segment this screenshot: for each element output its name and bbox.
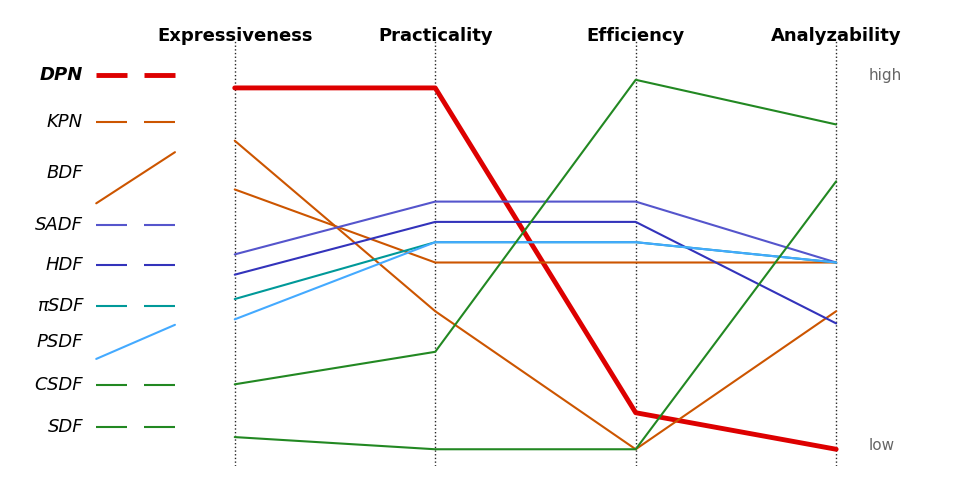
Text: Practicality: Practicality bbox=[378, 27, 493, 45]
Text: DPN: DPN bbox=[40, 67, 83, 84]
Text: πSDF: πSDF bbox=[37, 296, 83, 315]
Text: KPN: KPN bbox=[47, 113, 83, 131]
Text: CSDF: CSDF bbox=[34, 375, 83, 393]
Text: Efficiency: Efficiency bbox=[586, 27, 685, 45]
Text: SDF: SDF bbox=[48, 418, 83, 436]
Text: Analyzability: Analyzability bbox=[771, 27, 901, 45]
Text: BDF: BDF bbox=[47, 165, 83, 182]
Text: high: high bbox=[868, 68, 901, 83]
Text: PSDF: PSDF bbox=[37, 333, 83, 351]
Text: low: low bbox=[868, 438, 894, 453]
Text: SADF: SADF bbox=[35, 216, 83, 234]
Text: Expressiveness: Expressiveness bbox=[157, 27, 312, 45]
Text: HDF: HDF bbox=[46, 256, 83, 274]
